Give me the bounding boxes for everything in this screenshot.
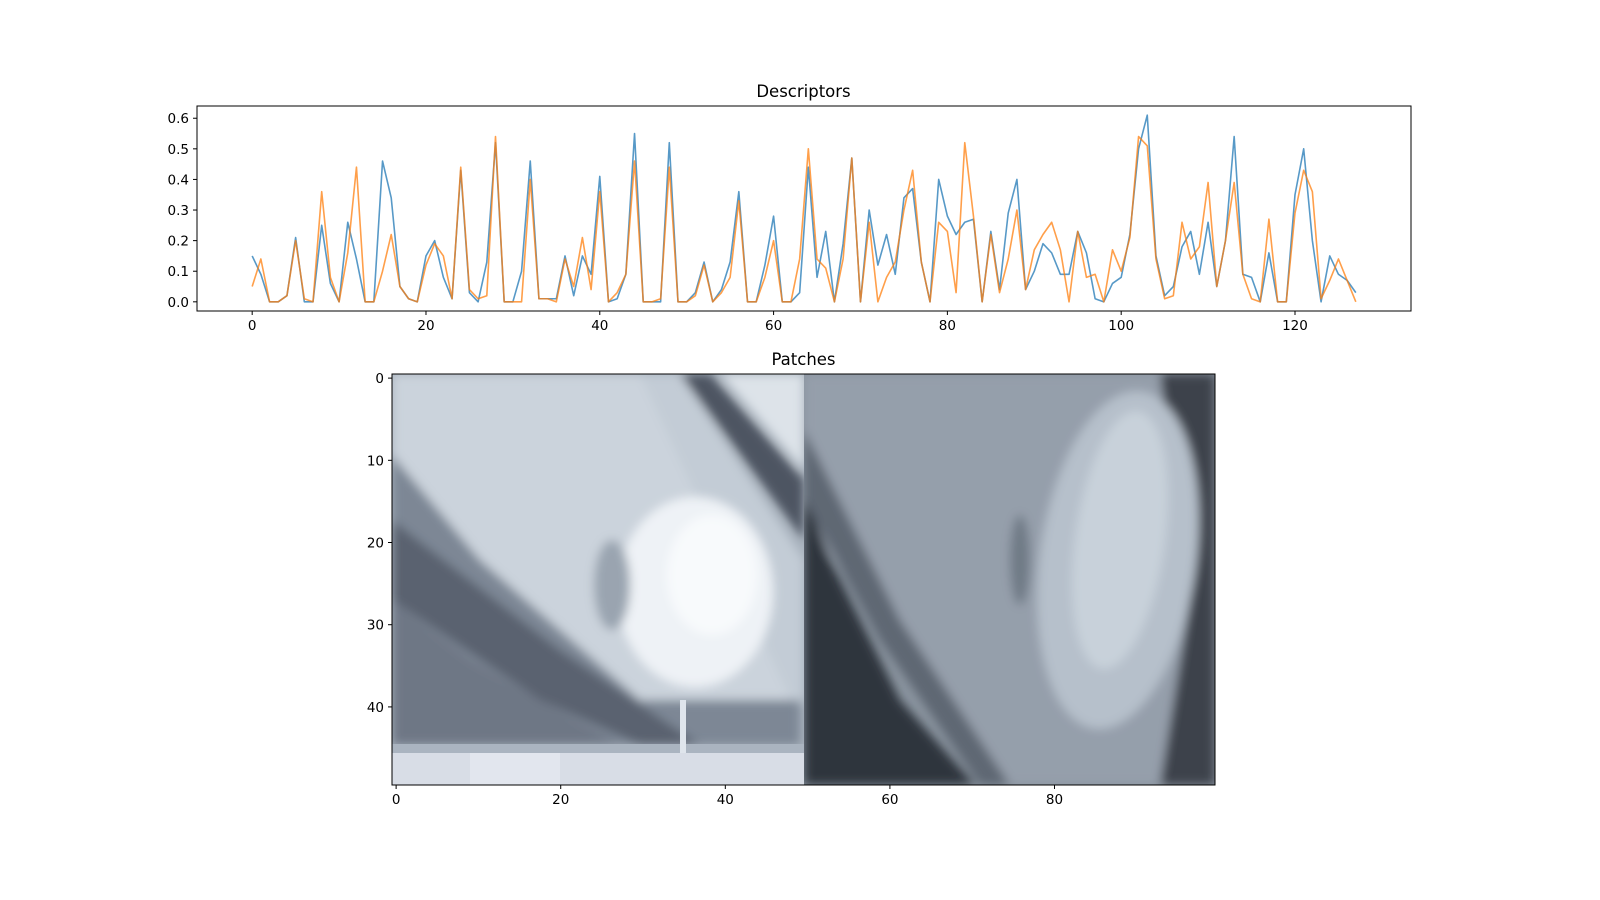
- descriptor-series-2-line: [251, 135, 1357, 303]
- patches-chart: Patches: [367, 350, 1216, 808]
- descriptors-chart: Descriptors 0 20 40 60 80 100 120 0.0 0.1 0.2 0.3…: [168, 82, 1412, 334]
- x-tick-label: 120: [1282, 318, 1308, 334]
- patches-frame: [391, 373, 1216, 786]
- y-tick-label: 40: [367, 700, 384, 716]
- x-tick-label: 20: [552, 792, 569, 808]
- y-tick-label: 0.4: [168, 172, 189, 188]
- patch-left: [392, 374, 804, 785]
- y-tick-label: 0: [375, 371, 384, 387]
- descriptors-frame: [196, 105, 1412, 312]
- y-tick-label: 10: [367, 453, 384, 469]
- x-tick-label: 40: [717, 792, 734, 808]
- x-tick-label: 20: [417, 318, 434, 334]
- patches-x-axis: 0 20 40 60 80: [392, 785, 1063, 808]
- y-tick-label: 0.0: [168, 295, 189, 311]
- x-tick-label: 60: [881, 792, 898, 808]
- descriptors-series-group: [251, 114, 1357, 303]
- x-tick-label: 80: [939, 318, 956, 334]
- y-tick-label: 30: [367, 618, 384, 634]
- x-tick-label: 0: [248, 318, 257, 334]
- patch-right: [804, 374, 1215, 785]
- y-tick-label: 0.2: [168, 234, 189, 250]
- descriptors-y-axis: 0.0 0.1 0.2 0.3 0.4 0.5 0.6: [168, 111, 197, 311]
- descriptors-x-axis: 0 20 40 60 80 100 120: [248, 311, 1308, 334]
- x-tick-label: 0: [392, 792, 401, 808]
- x-tick-label: 100: [1108, 318, 1134, 334]
- y-tick-label: 0.5: [168, 142, 189, 158]
- y-tick-label: 0.6: [168, 111, 189, 127]
- y-tick-label: 0.1: [168, 264, 189, 280]
- patches-y-axis: 0 10 20 30 40: [367, 371, 392, 716]
- y-tick-label: 20: [367, 536, 384, 552]
- descriptors-title: Descriptors: [756, 82, 850, 101]
- patches-title: Patches: [771, 350, 835, 369]
- x-tick-label: 60: [765, 318, 782, 334]
- x-tick-label: 80: [1046, 792, 1063, 808]
- y-tick-label: 0.3: [168, 203, 189, 219]
- x-tick-label: 40: [591, 318, 608, 334]
